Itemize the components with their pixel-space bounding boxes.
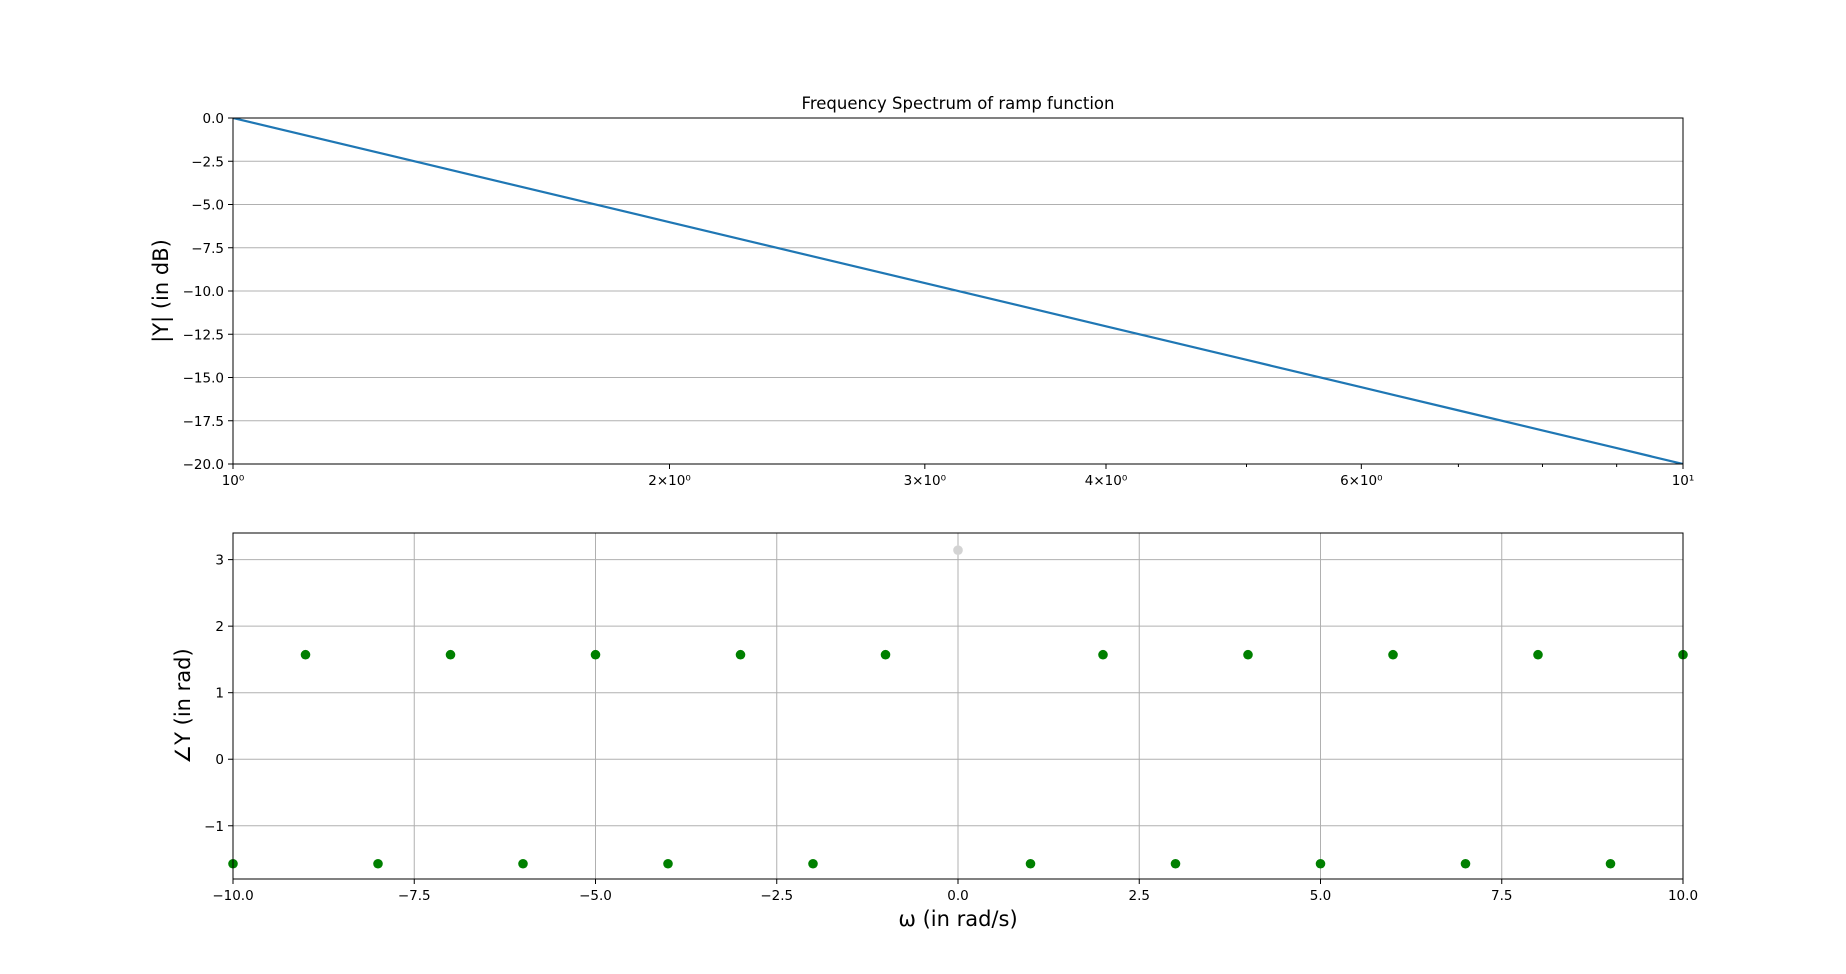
data-point	[663, 858, 673, 869]
series-line	[233, 118, 1683, 464]
data-point	[880, 649, 891, 660]
x-tick-label: 3×10⁰	[904, 473, 947, 489]
x-tick-label: 2.5	[1129, 888, 1150, 904]
y-tick-label: −1	[204, 819, 224, 835]
phase-series	[228, 545, 1688, 869]
y-tick-label: −7.5	[191, 241, 224, 257]
x-tick-label: 4×10⁰	[1085, 473, 1128, 489]
x-tick-label: 6×10⁰	[1340, 473, 1383, 489]
phase-ylabel: ∠Y (in rad)	[171, 648, 195, 763]
y-tick-label: −12.5	[183, 327, 224, 343]
magnitude-plot: 0.0 −2.5 −5.0 −7.5 −10.0 −12.5 −15.0 −17.5 −20.0…	[149, 94, 1694, 489]
x-tick-label: −5.0	[579, 888, 612, 904]
x-tick-label: −2.5	[760, 888, 793, 904]
y-tick-label: −2.5	[191, 154, 224, 170]
data-point	[445, 649, 456, 660]
phase-ticks: −1 0 1 2 3 −10.0 −7.5 −5.0 −2.5 0.0 2.5 5.0 7.5 10.0	[204, 553, 1698, 904]
magnitude-title: Frequency Spectrum of ramp function	[802, 94, 1115, 113]
x-tick-label: 5.0	[1310, 888, 1331, 904]
data-point	[300, 649, 311, 660]
data-point	[518, 858, 528, 869]
x-tick-label: −7.5	[398, 888, 431, 904]
y-tick-label: −5.0	[191, 198, 224, 214]
data-point	[735, 649, 746, 660]
data-point	[1533, 649, 1543, 660]
y-tick-label: −15.0	[183, 371, 224, 387]
data-point	[1605, 858, 1616, 869]
y-tick-label: −20.0	[183, 457, 224, 473]
data-point	[1388, 649, 1398, 660]
data-point	[590, 649, 601, 660]
data-point	[1243, 649, 1253, 660]
x-tick-label: 7.5	[1491, 888, 1512, 904]
x-tick-label: 0.0	[947, 888, 968, 904]
phase-xlabel: ω (in rad/s)	[898, 907, 1017, 931]
data-point	[1170, 858, 1181, 869]
magnitude-ylabel: |Y| (in dB)	[149, 239, 174, 343]
data-point	[1315, 858, 1326, 869]
data-point	[1460, 858, 1471, 869]
x-tick-label: −10.0	[212, 888, 253, 904]
data-point	[373, 858, 383, 869]
y-tick-label: −10.0	[183, 284, 224, 300]
magnitude-ticks: 0.0 −2.5 −5.0 −7.5 −10.0 −12.5 −15.0 −17.5 −20.0…	[183, 111, 1695, 489]
data-point	[808, 858, 818, 869]
x-tick-label: 2×10⁰	[648, 473, 691, 489]
data-point	[1098, 649, 1108, 660]
y-tick-label: −17.5	[183, 414, 224, 430]
y-tick-label: 0	[215, 752, 224, 768]
x-tick-label: 10.0	[1668, 888, 1698, 904]
y-tick-label: 2	[215, 619, 224, 635]
x-tick-label: 10⁰	[222, 473, 245, 489]
data-point	[953, 545, 963, 555]
x-tick-label: 10¹	[1672, 473, 1695, 489]
magnitude-series	[233, 118, 1683, 464]
data-point	[1025, 858, 1036, 869]
y-tick-label: 1	[215, 686, 224, 702]
y-tick-label: 3	[215, 553, 224, 569]
y-tick-label: 0.0	[203, 111, 224, 127]
